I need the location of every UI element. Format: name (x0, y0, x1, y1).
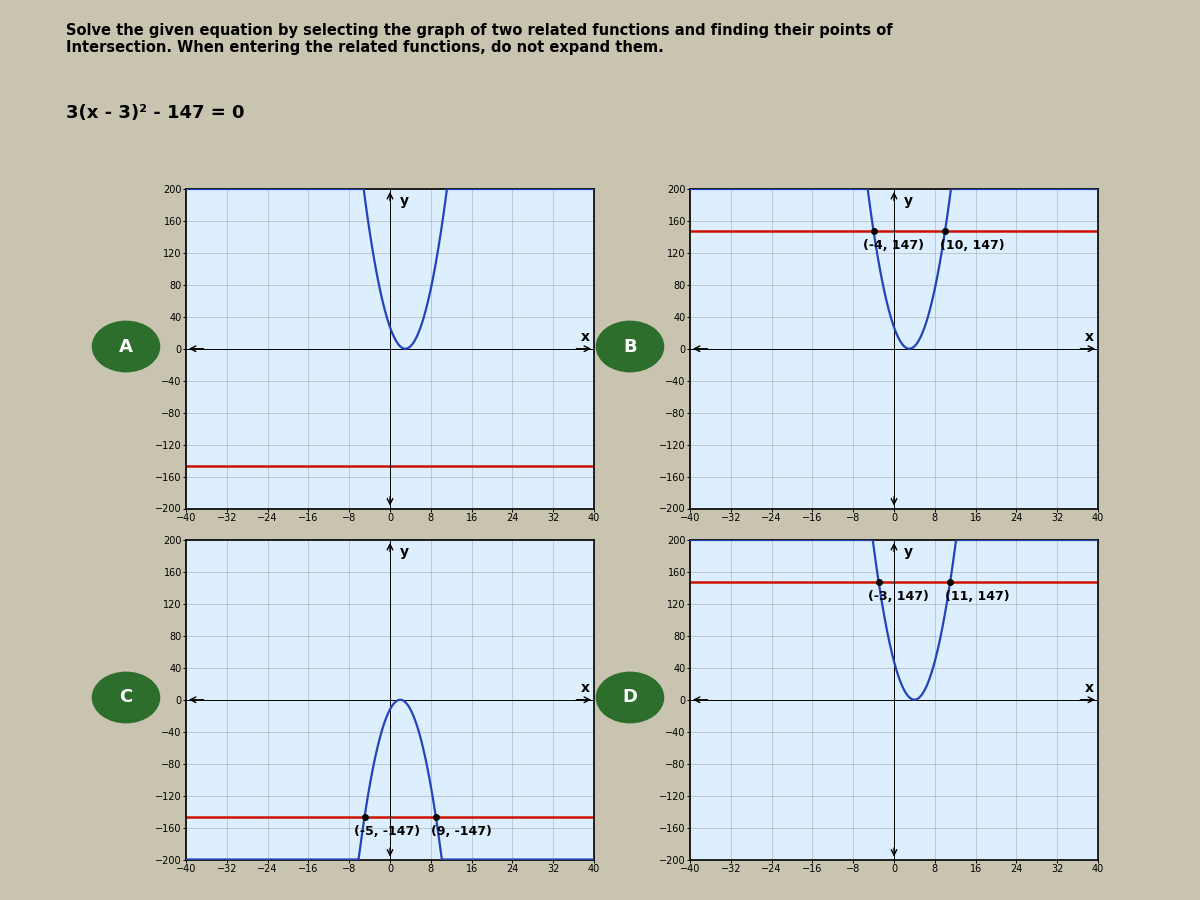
Text: y: y (905, 544, 913, 559)
Text: C: C (119, 688, 133, 706)
Text: Solve the given equation by selecting the graph of two related functions and fin: Solve the given equation by selecting th… (66, 22, 893, 55)
Text: x: x (581, 681, 590, 695)
Text: x: x (1085, 681, 1094, 695)
Text: x: x (581, 330, 590, 344)
Text: D: D (623, 688, 637, 706)
Text: A: A (119, 338, 133, 356)
Text: y: y (401, 194, 409, 208)
Text: (9, -147): (9, -147) (431, 824, 492, 838)
Text: (11, 147): (11, 147) (946, 590, 1009, 603)
Text: y: y (401, 544, 409, 559)
Text: 3(x - 3)² - 147 = 0: 3(x - 3)² - 147 = 0 (66, 104, 245, 122)
Text: (-4, 147): (-4, 147) (864, 238, 924, 252)
Text: y: y (905, 194, 913, 208)
Text: x: x (1085, 330, 1094, 344)
Text: (-3, 147): (-3, 147) (869, 590, 929, 603)
Text: (10, 147): (10, 147) (940, 238, 1004, 252)
Text: (-5, -147): (-5, -147) (354, 824, 420, 838)
Text: B: B (623, 338, 637, 356)
